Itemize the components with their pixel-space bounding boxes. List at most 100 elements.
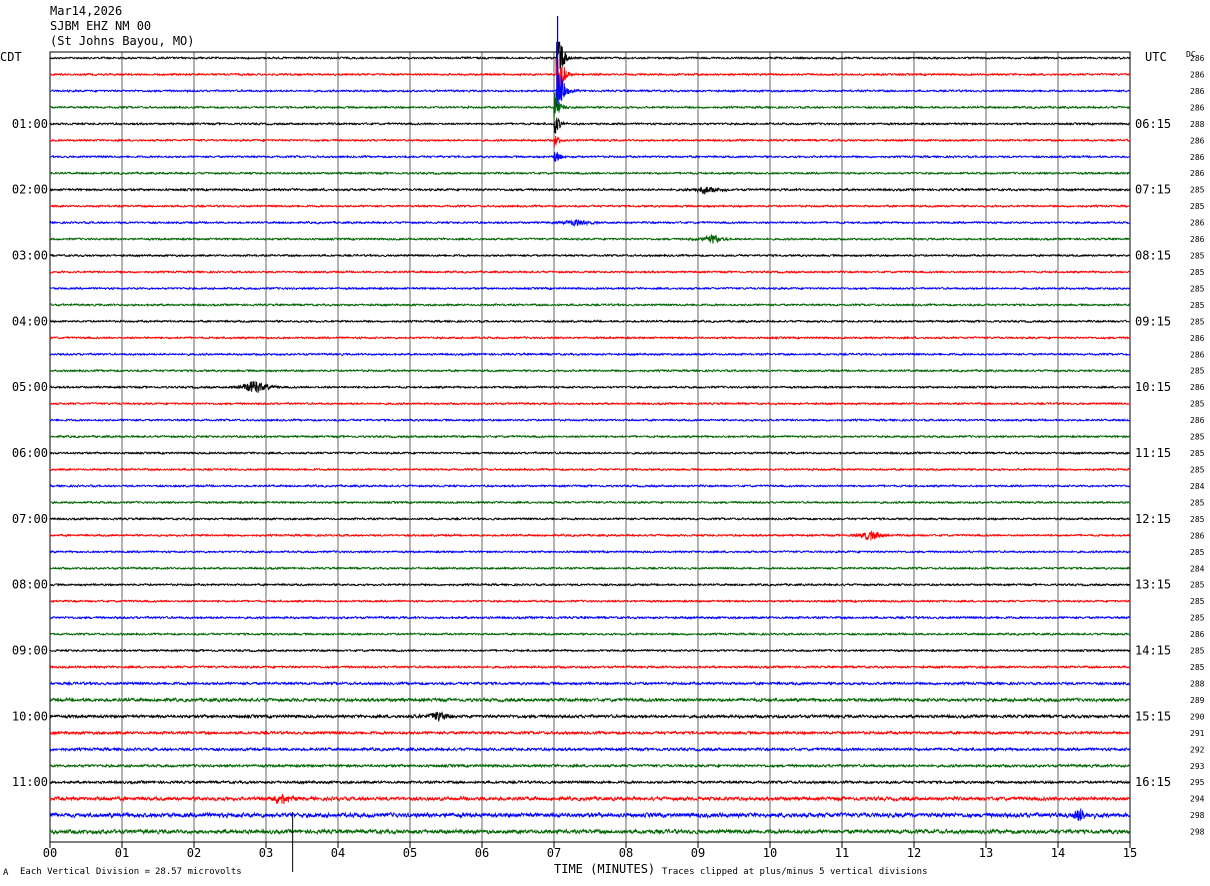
clip-note: Traces clipped at plus/minus 5 vertical … xyxy=(662,867,928,877)
utc-hour-label: 08:15 xyxy=(1135,249,1171,263)
utc-hour-label: 11:15 xyxy=(1135,446,1171,460)
cdt-hour-label: 06:00 xyxy=(12,446,48,460)
dc-value: 286 xyxy=(1190,531,1205,540)
x-tick-label: 05 xyxy=(403,846,417,860)
utc-axis-title: UTC xyxy=(1145,50,1167,64)
trace-row-29 xyxy=(49,530,1131,541)
dc-value: 286 xyxy=(1190,54,1205,63)
trace-row-9 xyxy=(49,203,1131,209)
x-tick-label: 02 xyxy=(187,846,201,860)
trace-row-27 xyxy=(49,500,1131,505)
dc-value: 285 xyxy=(1190,400,1205,409)
dc-value: 285 xyxy=(1190,663,1205,672)
trace-row-47 xyxy=(49,827,1131,836)
trace-row-30 xyxy=(49,549,1131,554)
dc-value: 286 xyxy=(1190,70,1205,79)
dc-value: 293 xyxy=(1190,762,1205,771)
dc-value: 290 xyxy=(1190,712,1205,721)
trace-row-45 xyxy=(49,793,1131,805)
x-tick-label: 06 xyxy=(475,846,489,860)
dc-value: 286 xyxy=(1190,169,1205,178)
x-tick-label: 11 xyxy=(835,846,849,860)
dc-value: 285 xyxy=(1190,466,1205,475)
trace-row-36 xyxy=(49,648,1131,653)
dc-value: 286 xyxy=(1190,383,1205,392)
dc-value: 286 xyxy=(1190,630,1205,639)
vertical-division-label: Each Vertical Division = xyxy=(20,867,151,877)
utc-hour-label: 09:15 xyxy=(1135,314,1171,328)
dc-value: 285 xyxy=(1190,614,1205,623)
trace-row-32 xyxy=(49,582,1131,587)
trace-row-43 xyxy=(49,763,1131,769)
trace-row-40 xyxy=(49,711,1131,723)
trace-row-10 xyxy=(49,218,1131,228)
dc-value: 286 xyxy=(1190,235,1205,244)
x-tick-label: 04 xyxy=(331,846,345,860)
trace-row-21 xyxy=(49,401,1131,406)
dc-value: 285 xyxy=(1190,268,1205,277)
trace-row-8 xyxy=(49,186,1131,195)
trace-row-15 xyxy=(49,302,1131,308)
trace-row-6 xyxy=(49,151,1131,162)
dc-value: 286 xyxy=(1190,153,1205,162)
dc-value: 298 xyxy=(1190,811,1205,820)
utc-hour-label: 15:15 xyxy=(1135,709,1171,723)
trace-row-46 xyxy=(49,808,1131,821)
trace-row-39 xyxy=(49,696,1131,704)
x-axis-title: TIME (MINUTES) xyxy=(554,862,656,876)
x-tick-label: 12 xyxy=(907,846,921,860)
dc-value: 285 xyxy=(1190,515,1205,524)
trace-row-24 xyxy=(49,450,1130,456)
utc-hour-label: 06:15 xyxy=(1135,117,1171,131)
dc-value: 289 xyxy=(1190,696,1205,705)
trace-row-18 xyxy=(49,352,1131,357)
dc-value: 285 xyxy=(1190,367,1205,376)
dc-value: 285 xyxy=(1190,317,1205,326)
dc-value: 285 xyxy=(1190,301,1205,310)
dc-value: 286 xyxy=(1190,350,1205,359)
x-tick-label: 08 xyxy=(619,846,633,860)
cdt-hour-label: 05:00 xyxy=(12,380,48,394)
trace-row-33 xyxy=(49,599,1131,604)
plot-frame xyxy=(49,51,1131,843)
x-tick-label: 07 xyxy=(547,846,561,860)
trace-row-37 xyxy=(49,664,1131,670)
trace-row-7 xyxy=(49,171,1131,176)
dc-value: 286 xyxy=(1190,416,1205,425)
dc-header: DC xyxy=(1186,50,1196,59)
cdt-hour-label: 11:00 xyxy=(12,775,48,789)
trace-row-3 xyxy=(49,92,1131,123)
station-label: SJBM EHZ NM 00 xyxy=(50,19,152,33)
trace-row-19 xyxy=(49,368,1130,373)
trace-row-28 xyxy=(49,516,1131,521)
utc-hour-label: 13:15 xyxy=(1135,578,1171,592)
dc-value: 288 xyxy=(1190,120,1205,129)
cdt-hour-label: 04:00 xyxy=(12,314,48,328)
trace-row-23 xyxy=(49,434,1131,439)
trace-row-17 xyxy=(49,335,1131,340)
cdt-hour-label: 08:00 xyxy=(12,578,48,592)
cdt-hour-label: 01:00 xyxy=(12,117,48,131)
dc-value: 286 xyxy=(1190,103,1205,112)
utc-hour-label: 16:15 xyxy=(1135,775,1171,789)
dc-value: 285 xyxy=(1190,433,1205,442)
dc-value: 286 xyxy=(1190,136,1205,145)
trace-row-41 xyxy=(49,730,1131,736)
trace-row-20 xyxy=(49,381,1130,393)
trace-row-1 xyxy=(49,58,1131,91)
dc-value: 285 xyxy=(1190,202,1205,211)
trace-row-0 xyxy=(49,41,1131,75)
dc-value: 286 xyxy=(1190,334,1205,343)
trace-row-35 xyxy=(49,631,1131,637)
x-tick-label: 14 xyxy=(1051,846,1065,860)
x-tick-label: 00 xyxy=(43,846,57,860)
dc-value: 285 xyxy=(1190,597,1205,606)
location-label: (St Johns Bayou, MO) xyxy=(50,34,195,48)
trace-row-31 xyxy=(49,566,1131,571)
dc-value: 292 xyxy=(1190,745,1205,754)
trace-row-22 xyxy=(49,418,1131,423)
utc-hour-label: 10:15 xyxy=(1135,380,1171,394)
trace-row-38 xyxy=(49,680,1131,687)
